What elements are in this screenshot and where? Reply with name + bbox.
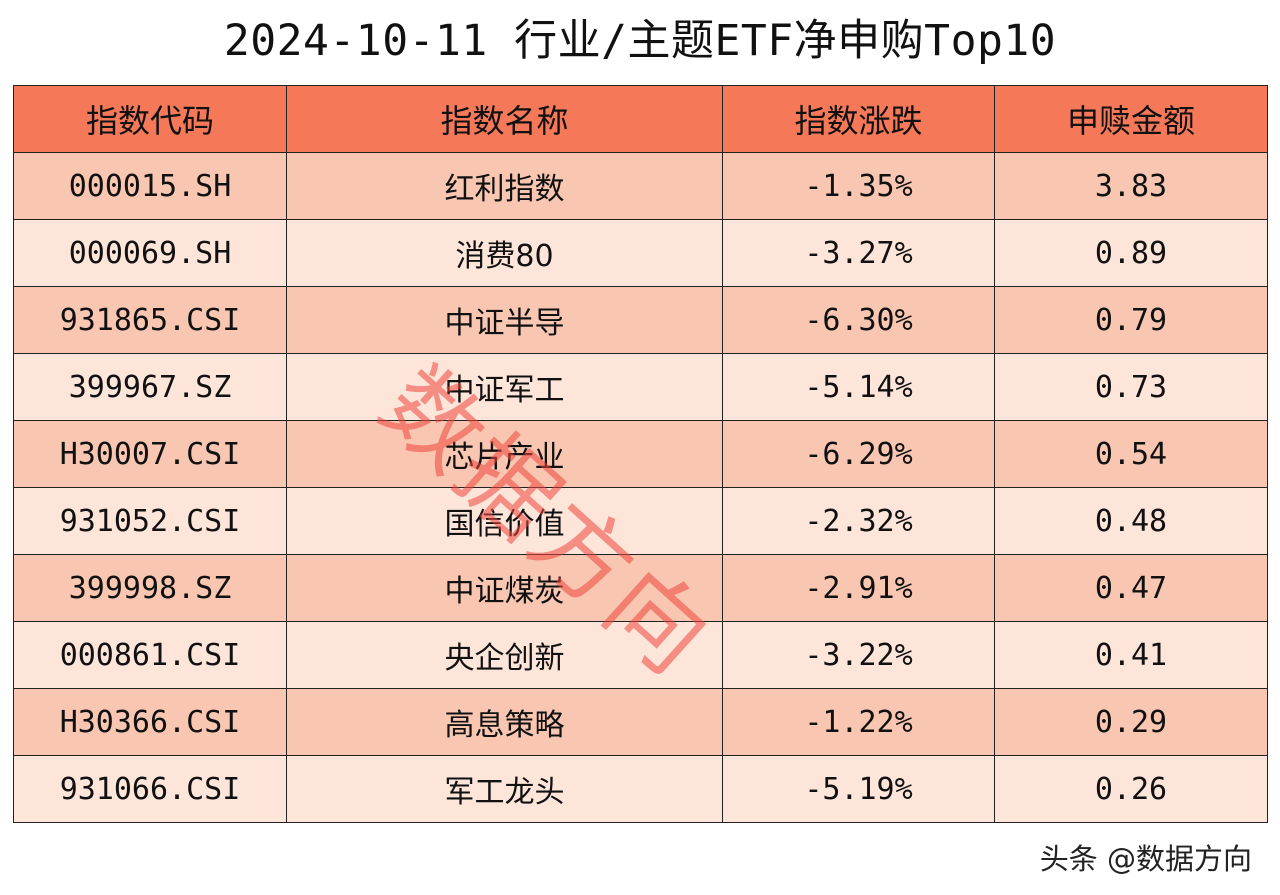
net-amount-cell: 0.79 <box>994 286 1268 354</box>
index-code-cell: 399998.SZ <box>13 554 287 622</box>
index-change-cell: -3.22% <box>722 621 995 689</box>
index-name-cell: 芯片产业 <box>286 420 723 488</box>
table-row: 000015.SH 红利指数 -1.35% 3.83 <box>13 152 1268 220</box>
net-amount-cell: 0.73 <box>994 353 1268 421</box>
table-row: 399998.SZ 中证煤炭 -2.91% 0.47 <box>13 554 1268 622</box>
index-change-cell: -5.14% <box>722 353 995 421</box>
index-change-cell: -5.19% <box>722 755 995 823</box>
index-code-cell: 931066.CSI <box>13 755 287 823</box>
index-name-cell: 中证军工 <box>286 353 723 421</box>
index-code-cell: H30007.CSI <box>13 420 287 488</box>
index-name-cell: 中证煤炭 <box>286 554 723 622</box>
net-amount-cell: 0.89 <box>994 219 1268 287</box>
net-amount-cell: 0.29 <box>994 688 1268 756</box>
index-change-cell: -6.29% <box>722 420 995 488</box>
column-header: 申赎金额 <box>994 85 1268 153</box>
net-amount-cell: 0.54 <box>994 420 1268 488</box>
table-row: H30366.CSI 高息策略 -1.22% 0.29 <box>13 688 1268 756</box>
index-code-cell: 000015.SH <box>13 152 287 220</box>
index-change-cell: -6.30% <box>722 286 995 354</box>
table-row: 000069.SH 消费80 -3.27% 0.89 <box>13 219 1268 287</box>
column-header: 指数涨跌 <box>722 85 995 153</box>
index-change-cell: -1.22% <box>722 688 995 756</box>
index-code-cell: 931865.CSI <box>13 286 287 354</box>
net-amount-cell: 0.47 <box>994 554 1268 622</box>
net-amount-cell: 0.26 <box>994 755 1268 823</box>
index-name-cell: 消费80 <box>286 219 723 287</box>
table-row: 931052.CSI 国信价值 -2.32% 0.48 <box>13 487 1268 555</box>
index-code-cell: 931052.CSI <box>13 487 287 555</box>
index-code-cell: 000069.SH <box>13 219 287 287</box>
index-code-cell: 000861.CSI <box>13 621 287 689</box>
column-header: 指数名称 <box>286 85 723 153</box>
column-header: 指数代码 <box>13 85 287 153</box>
index-name-cell: 红利指数 <box>286 152 723 220</box>
index-name-cell: 高息策略 <box>286 688 723 756</box>
index-code-cell: 399967.SZ <box>13 353 287 421</box>
chart-title: 2024-10-11 行业/主题ETF净申购Top10 <box>223 16 1057 66</box>
index-name-cell: 军工龙头 <box>286 755 723 823</box>
index-name-cell: 央企创新 <box>286 621 723 689</box>
table-row: 931865.CSI 中证半导 -6.30% 0.79 <box>13 286 1268 354</box>
etf-table: 指数代码 指数名称 指数涨跌 申赎金额 000015.SH 红利指数 -1.35… <box>13 85 1268 823</box>
table-row: 399967.SZ 中证军工 -5.14% 0.73 <box>13 353 1268 421</box>
table-row: 931066.CSI 军工龙头 -5.19% 0.26 <box>13 755 1268 823</box>
index-change-cell: -2.91% <box>722 554 995 622</box>
net-amount-cell: 0.48 <box>994 487 1268 555</box>
index-code-cell: H30366.CSI <box>13 688 287 756</box>
table-row: H30007.CSI 芯片产业 -6.29% 0.54 <box>13 420 1268 488</box>
index-name-cell: 中证半导 <box>286 286 723 354</box>
net-amount-cell: 3.83 <box>994 152 1268 220</box>
index-change-cell: -3.27% <box>722 219 995 287</box>
index-name-cell: 国信价值 <box>286 487 723 555</box>
source-credit: 头条 @数据方向 <box>1039 842 1252 876</box>
index-change-cell: -2.32% <box>722 487 995 555</box>
net-amount-cell: 0.41 <box>994 621 1268 689</box>
table-row: 000861.CSI 央企创新 -3.22% 0.41 <box>13 621 1268 689</box>
table-header-row: 指数代码 指数名称 指数涨跌 申赎金额 <box>13 85 1268 153</box>
index-change-cell: -1.35% <box>722 152 995 220</box>
